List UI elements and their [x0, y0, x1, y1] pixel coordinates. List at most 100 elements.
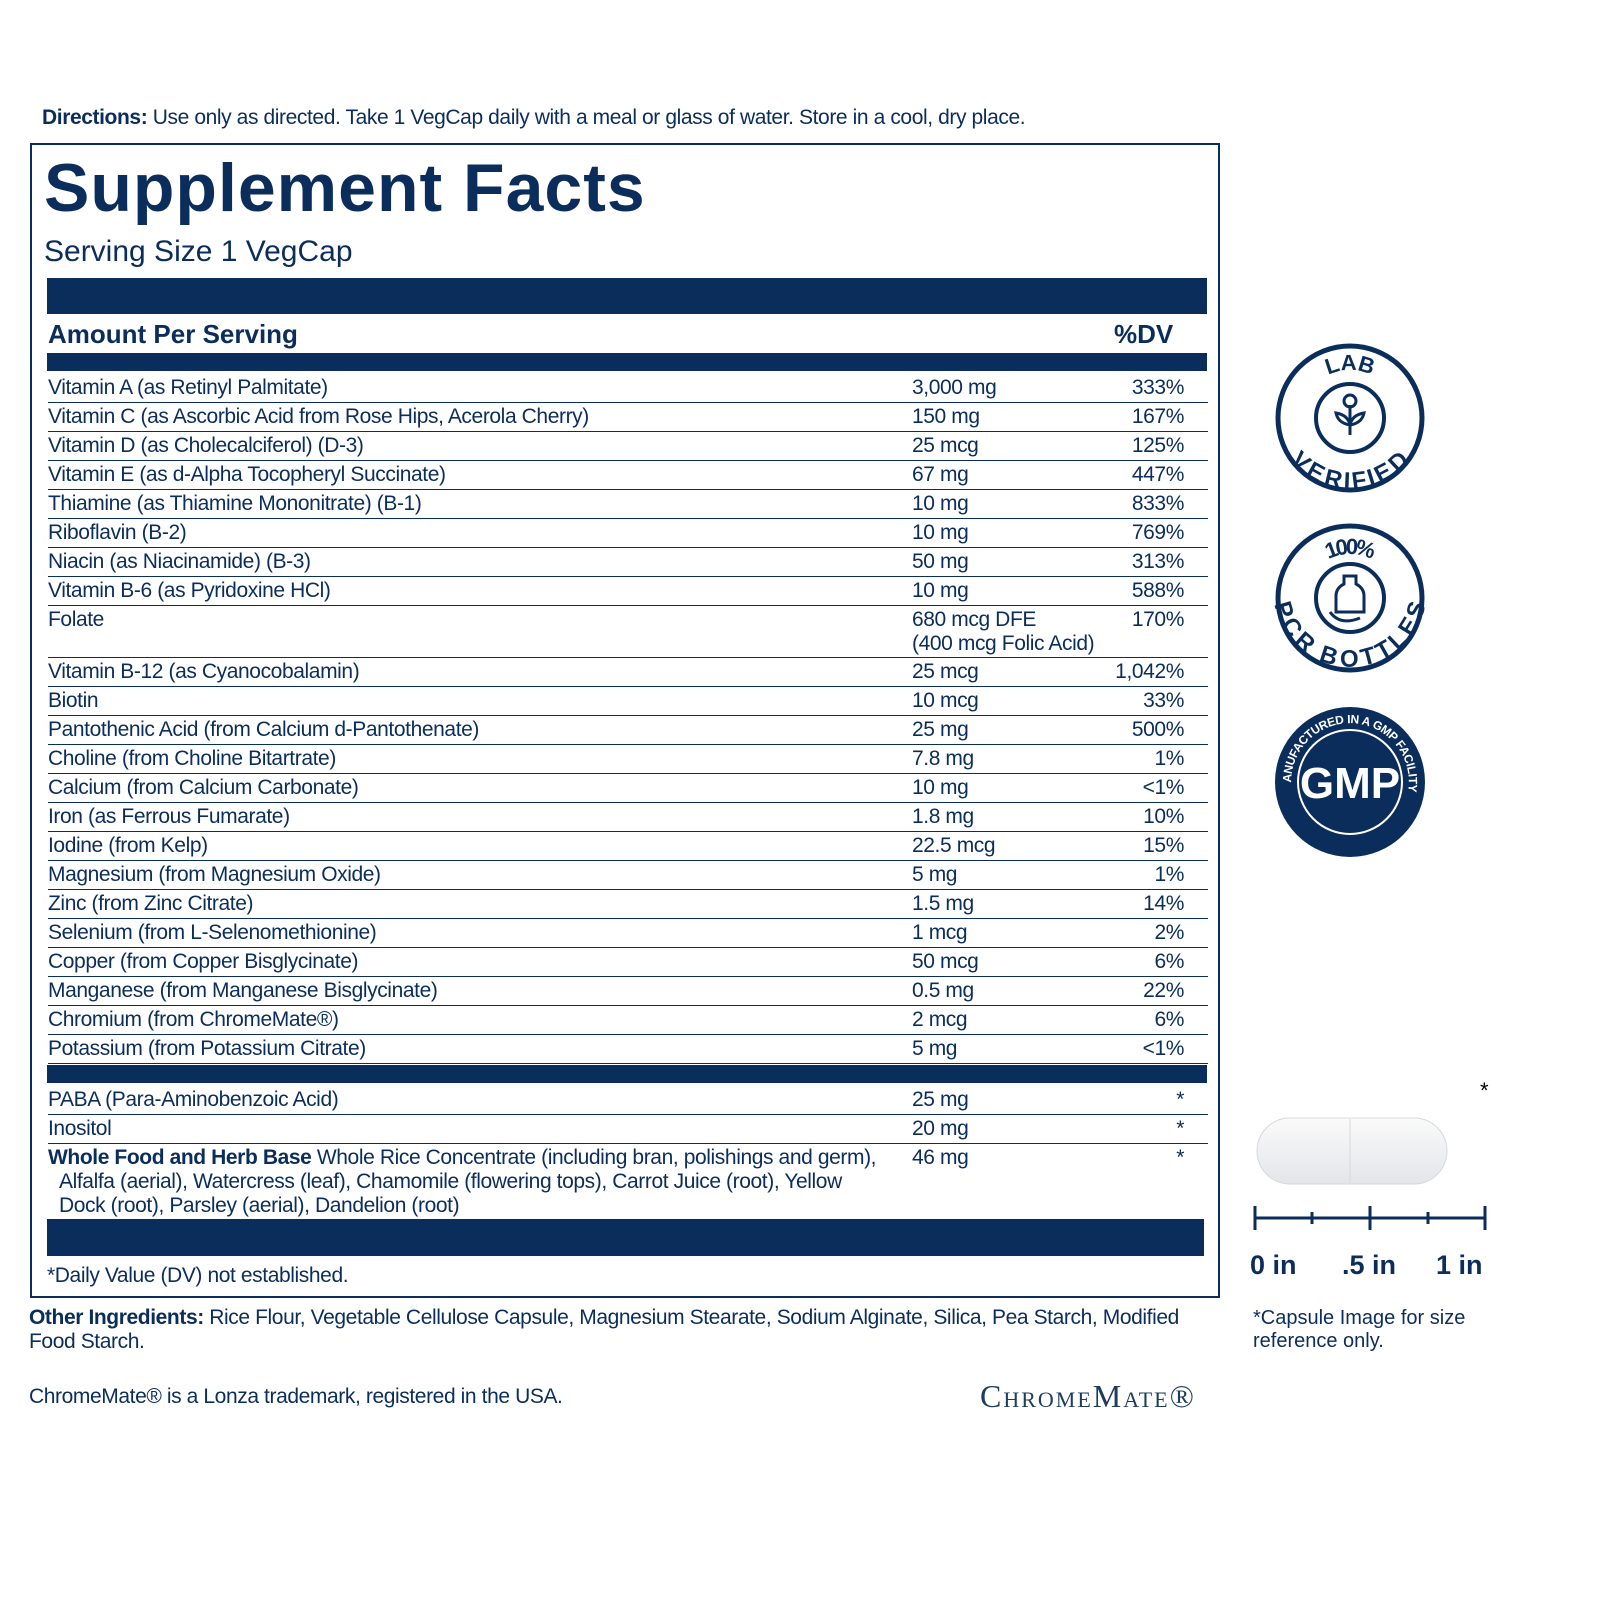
nutrient-name: Vitamin B-6 (as Pyridoxine HCl): [48, 579, 331, 602]
badge-inner: [1297, 729, 1403, 835]
nutrient-row: Folate 680 mcg DFE (400 mcg Folic Acid) 170…: [48, 606, 1208, 658]
amount-value: 1 mcg: [912, 921, 968, 944]
amount-value: 10 mg: [912, 492, 969, 515]
nutrient-row: Pantothenic Acid (from Calcium d-Pantoth…: [48, 716, 1208, 745]
badge-center: GMP: [1300, 759, 1400, 808]
badge-text: 100%: [1321, 534, 1378, 564]
amount-value: 25 mcg: [912, 434, 979, 457]
nutrient-name: Vitamin B-12 (as Cyanocobalamin): [48, 660, 360, 683]
nutrient-name: Manganese (from Manganese Bisglycinate): [48, 979, 438, 1002]
dv-value: 500%: [1131, 718, 1185, 741]
nutrient-name: Iron (as Ferrous Fumarate): [48, 805, 290, 828]
nutrient-row: Vitamin E (as d-Alpha Tocopheryl Succina…: [48, 461, 1208, 490]
nutrient-name: Thiamine (as Thiamine Mononitrate) (B-1): [48, 492, 422, 515]
amount-value: 10 mg: [912, 521, 969, 544]
amount-value: 22.5 mcg: [912, 834, 996, 857]
nutrient-amount: 20 mg: [912, 1117, 969, 1141]
amount-value: 10 mg: [912, 776, 969, 799]
nutrient-row: Iodine (from Kelp) 22.5 mcg 15%: [48, 832, 1208, 861]
nutrient-row: Zinc (from Zinc Citrate) 1.5 mg 14%: [48, 890, 1208, 919]
nutrient-amount: 1.5 mg: [912, 892, 974, 916]
badge-text-top: 100%: [1321, 534, 1378, 564]
nutrient-amount: 1 mcg: [912, 921, 968, 945]
directions: Directions: Use only as directed. Take 1…: [42, 106, 1026, 130]
amount-value: 10 mg: [912, 579, 969, 602]
nutrient-amount: 25 mcg: [912, 660, 979, 684]
nutrient-row: Vitamin B-6 (as Pyridoxine HCl) 10 mg 588%: [48, 577, 1208, 606]
trademark: ChromeMate® is a Lonza trademark, regist…: [29, 1385, 563, 1408]
amount-value: 10 mcg: [912, 689, 979, 712]
badge-ring: [1275, 343, 1425, 493]
nutrient-row: Chromium (from ChromeMate®) 2 mcg 6%: [48, 1006, 1208, 1035]
dv-value: 10%: [1143, 805, 1184, 828]
amount-value: 5 mg: [912, 1037, 958, 1060]
nutrient-amount: 50 mg: [912, 550, 969, 574]
nutrient-row: Potassium (from Potassium Citrate) 5 mg <1…: [48, 1035, 1208, 1064]
nutrient-amount: 22.5 mcg: [912, 834, 996, 858]
other-ingredients-label: Other Ingredients:: [29, 1306, 204, 1329]
nutrient-row: Iron (as Ferrous Fumarate) 1.8 mg 10%: [48, 803, 1208, 832]
dv-value: <1%: [1142, 1037, 1185, 1060]
capsule-asterisk: *: [1480, 1078, 1489, 1103]
nutrient-amount: 150 mg: [912, 405, 980, 429]
nutrient-row: Riboflavin (B-2) 10 mg 769%: [48, 519, 1208, 548]
nutrient-row: Thiamine (as Thiamine Mononitrate) (B-1)…: [48, 490, 1208, 519]
nutrient-amount: 25 mcg: [912, 434, 979, 458]
amount-value: 3,000 mg: [912, 376, 997, 399]
footnote: *Daily Value (DV) not established.: [47, 1264, 349, 1287]
capsule-note: *Capsule Image for size reference only.: [1253, 1307, 1466, 1352]
scale-label: 1 in: [1436, 1250, 1483, 1280]
dv-value: 125%: [1131, 434, 1185, 457]
dv-value: 2%: [1154, 921, 1184, 944]
dv-value: 333%: [1131, 376, 1185, 399]
nutrient-name: Inositol: [48, 1117, 112, 1140]
directions-label: Directions:: [42, 106, 148, 129]
dv-value: 1%: [1154, 863, 1184, 886]
nutrient-amount: 680 mcg DFE (400 mcg Folic Acid): [912, 608, 1095, 656]
facts-panel: Supplement Facts Serving Size 1 VegCap A…: [30, 143, 1220, 1298]
nutrient-row: Copper (from Copper Bisglycinate) 50 mcg 6…: [48, 948, 1208, 977]
chromemate-logo: ChromeMate®: [980, 1378, 1196, 1414]
scale-label: .5 in: [1342, 1250, 1397, 1280]
ruler: [1253, 1206, 1487, 1230]
amount-value: 25 mcg: [912, 660, 979, 683]
dv-value: 1,042%: [1115, 660, 1184, 683]
amount-value: 150 mg: [912, 405, 980, 428]
amount-value: 2 mcg: [912, 1008, 968, 1031]
dv-value: 1%: [1154, 747, 1184, 770]
nutrient-row: Vitamin B-12 (as Cyanocobalamin) 25 mcg 1,…: [48, 658, 1208, 687]
nutrient-name: Niacin (as Niacinamide) (B-3): [48, 550, 311, 573]
nutrient-row: Inositol 20 mg *: [48, 1115, 1208, 1144]
dv-value: 588%: [1131, 579, 1185, 602]
badge-inner: [1314, 382, 1386, 454]
nutrient-row: PABA (Para-Aminobenzoic Acid) 25 mg *: [48, 1086, 1208, 1115]
nutrient-row: Manganese (from Manganese Bisglycinate) 0…: [48, 977, 1208, 1006]
nutrient-amount: 0.5 mg: [912, 979, 974, 1003]
nutrient-name: Calcium (from Calcium Carbonate): [48, 776, 359, 799]
nutrient-row: Calcium (from Calcium Carbonate) 10 mg <1%: [48, 774, 1208, 803]
nutrient-name: Biotin: [48, 689, 99, 712]
amount-value: 50 mg: [912, 550, 969, 573]
nutrient-amount: 10 mg: [912, 492, 969, 516]
dv-header: %DV: [1114, 319, 1174, 349]
nutrient-amount: 50 mcg: [912, 950, 979, 974]
nutrient-row: Whole Food and Herb Base Whole Rice Conc…: [48, 1144, 1208, 1221]
badge-text: LAB: [1322, 350, 1378, 380]
dv-value: *: [1176, 1117, 1184, 1140]
dv-value: 769%: [1131, 521, 1185, 544]
nutrient-amount: 10 mg: [912, 776, 969, 800]
badge-text-top: LAB: [1322, 350, 1378, 380]
nutrient-name: Choline (from Choline Bitartrate): [48, 747, 336, 770]
badge-inner: [1314, 562, 1386, 634]
nutrient-name: Magnesium (from Magnesium Oxide): [48, 863, 381, 886]
nutrient-amount: 2 mcg: [912, 1008, 968, 1032]
badge-ring: [1275, 523, 1425, 673]
nutrient-amount: 5 mg: [912, 1037, 957, 1061]
dv-value: *: [1176, 1146, 1184, 1169]
dv-value: 170%: [1131, 608, 1185, 631]
amount-value: 25 mg: [912, 1088, 969, 1111]
plant-icon: [1334, 405, 1366, 435]
dv-value: <1%: [1142, 776, 1185, 799]
nutrient-name: Vitamin E (as d-Alpha Tocopheryl Succina…: [48, 463, 446, 486]
